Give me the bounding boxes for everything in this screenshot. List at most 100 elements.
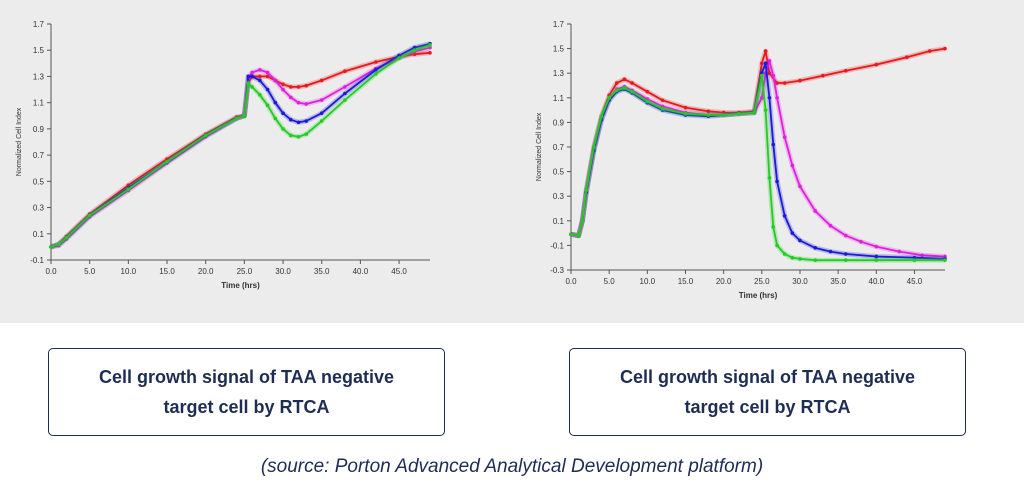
data-point [273,116,278,121]
data-point [843,233,848,238]
data-point [752,110,756,115]
data-point [683,111,688,116]
x-tick-label: 0.0 [565,277,577,286]
data-point [790,231,795,235]
x-tick-label: 10.0 [121,267,137,276]
data-point [569,232,573,237]
y-tick-label: 1.7 [553,20,565,29]
data-point [234,116,239,121]
data-point [920,253,924,258]
data-point [397,56,401,60]
x-tick-label: 45.0 [907,277,923,286]
data-point [250,70,254,75]
data-point [760,71,764,75]
data-point [874,244,879,249]
series-line [50,51,431,248]
data-point [265,87,270,92]
caption-right: Cell growth signal of TAA negative targe… [569,348,966,436]
data-point [843,252,848,256]
data-point [943,254,947,259]
x-tick-label: 15.0 [678,277,694,286]
data-point [584,188,589,192]
data-point [343,91,347,96]
y-tick-label: 1.5 [553,45,565,54]
data-point [126,183,131,188]
data-point [897,249,902,254]
data-point [905,55,909,60]
data-point [645,89,650,94]
data-point [304,102,309,106]
data-point [288,133,293,138]
data-point [49,245,53,249]
data-point [165,157,169,161]
data-point [428,43,432,47]
data-point [165,159,169,164]
data-point [912,258,917,262]
data-point [790,255,795,260]
data-point [760,73,764,78]
y-tick-label: -0.1 [550,241,564,250]
x-axis-label: Time (hrs) [739,291,778,300]
data-point [813,258,818,262]
data-point [412,45,417,50]
data-point [319,119,324,123]
data-point [343,85,347,89]
data-point [304,132,309,136]
data-point [304,83,309,88]
y-tick-label: -0.1 [30,256,44,265]
data-point [622,86,627,90]
data-point [706,109,711,114]
data-point [927,49,932,53]
x-tick-label: 35.0 [314,267,330,276]
data-point [126,187,131,191]
data-point [660,104,665,109]
data-point [428,51,432,55]
data-point [706,113,711,117]
data-point [242,113,247,118]
x-tick-label: 40.0 [353,267,369,276]
y-tick-label: 0.9 [553,118,565,127]
y-tick-label: 0.7 [33,151,45,160]
data-point [763,61,768,66]
series-line [50,44,431,248]
data-point [763,49,768,53]
data-point [607,96,611,100]
x-tick-label: 25.0 [754,277,770,286]
data-point [258,78,262,83]
x-axis-label: Time (hrs) [221,281,260,290]
data-point [767,175,772,180]
data-point [767,71,772,75]
data-point [397,53,401,58]
y-tick-label: 1.7 [33,20,45,29]
data-point [843,68,848,73]
y-tick-label: 0.7 [553,143,565,152]
caption-left-text: Cell growth signal of TAA negative targe… [98,367,395,417]
data-point [319,98,324,102]
y-tick-label: 0.3 [553,192,565,201]
series-line [570,74,945,262]
x-tick-label: 30.0 [792,277,808,286]
data-point [683,105,688,110]
data-point [374,60,378,64]
data-point [771,225,776,229]
data-point [592,145,596,149]
data-point [645,99,650,104]
data-point [288,117,293,122]
data-point [660,98,665,103]
data-point [660,107,665,111]
data-point [56,242,61,247]
x-tick-label: 35.0 [830,277,846,286]
data-point [64,235,69,240]
data-point [775,179,779,184]
data-point [767,96,772,100]
y-tick-label: 1.1 [33,99,45,108]
data-point [87,213,92,218]
y-tick-label: 0.1 [553,217,565,226]
caption-right-text: Cell growth signal of TAA negative targe… [619,367,916,417]
data-point [798,238,802,243]
y-tick-label: 0.5 [33,177,45,186]
data-point [859,239,863,244]
data-point [576,233,581,238]
data-point [203,133,208,138]
data-point [798,184,802,189]
